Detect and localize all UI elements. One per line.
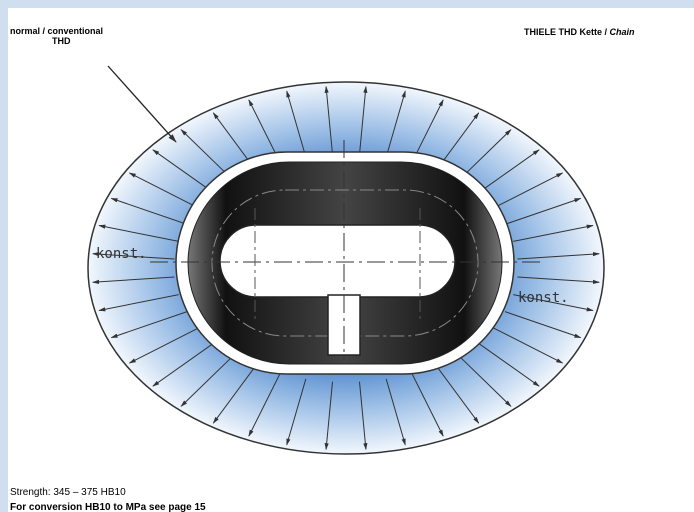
force-arrow [152,149,216,195]
force-arrow [476,149,540,195]
force-arrow [513,294,594,312]
thiele-italic: Chain [610,27,636,37]
force-arrow [180,354,235,407]
force-arrow [435,364,480,424]
force-arrow [411,373,444,437]
force-arrow [286,378,307,446]
force-arrow [324,85,334,155]
force-arrow [358,381,368,451]
label-thd: THD [52,36,71,46]
force-arrow [128,172,200,209]
force-arrow [248,373,281,437]
konst-right: konst. [518,290,569,306]
force-arrow [513,224,594,242]
force-arrow [457,354,512,407]
force-arrow [152,341,216,387]
force-arrow [492,172,564,209]
strength: Strength: 345 – 375 HB10 [10,487,126,498]
force-arrow [92,252,175,260]
force-arrow [476,341,540,387]
force-arrow [110,197,188,225]
label-thiele: THIELE THD Kette / Chain [524,27,635,37]
force-arrow [98,294,179,312]
label-normal: normal / conventional [10,26,103,36]
force-arrow [504,311,582,339]
force-arrow [517,252,600,260]
force-arrow [385,90,406,158]
force-arrow [92,276,175,284]
konst-left: konst. [96,246,147,262]
force-arrow [358,85,368,155]
force-arrow [212,364,257,424]
arrows [92,85,600,451]
pointer-arrow [107,65,177,143]
conversion: For conversion HB10 to MPa see page 15 [10,502,206,512]
force-arrow [286,90,307,158]
force-arrow [504,197,582,225]
force-arrow [98,224,179,242]
force-arrow [324,381,334,451]
force-arrow [517,276,600,284]
force-arrow [492,327,564,364]
force-arrow [110,311,188,339]
force-arrow [385,378,406,446]
thiele-text: THIELE THD Kette / [524,27,610,37]
force-arrow [128,327,200,364]
